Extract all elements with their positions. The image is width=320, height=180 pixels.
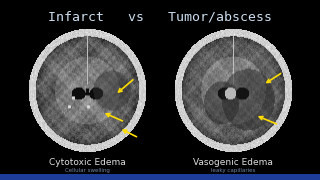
Text: leaky capillaries: leaky capillaries — [211, 168, 255, 173]
Text: Vasogenic Edema: Vasogenic Edema — [193, 158, 273, 167]
Bar — [0, 174, 320, 180]
Text: Cytotoxic Edema: Cytotoxic Edema — [49, 158, 125, 167]
Text: Cellular swelling: Cellular swelling — [65, 168, 109, 173]
Text: Infarct   vs   Tumor/abscess: Infarct vs Tumor/abscess — [48, 10, 272, 23]
